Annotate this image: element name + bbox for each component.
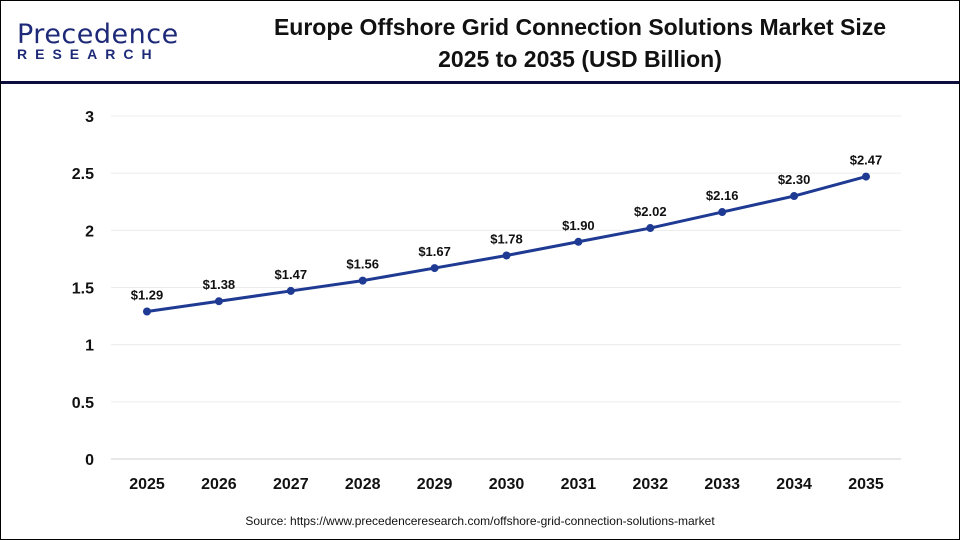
data-label: $1.67 [418, 244, 451, 259]
y-tick-label: 1.5 [72, 281, 94, 298]
data-label: $1.78 [490, 231, 523, 246]
y-tick-label: 3 [85, 109, 94, 126]
data-label: $1.90 [562, 218, 595, 233]
x-tick-label: 2033 [704, 476, 740, 493]
title-line-1: Europe Offshore Grid Connection Solution… [273, 14, 887, 40]
y-tick-label: 0.5 [72, 395, 94, 412]
x-tick-label: 2026 [201, 476, 237, 493]
data-point [358, 276, 367, 285]
data-point [502, 251, 511, 260]
logo-main-text: Precedence [17, 19, 179, 50]
data-label: $1.56 [346, 257, 379, 272]
data-label: $2.47 [850, 153, 883, 168]
header: Precedence RESEARCH Europe Offshore Grid… [1, 1, 959, 84]
x-tick-label: 2025 [129, 476, 165, 493]
data-point [646, 224, 655, 233]
data-label: $1.29 [131, 288, 164, 303]
data-point [862, 172, 870, 181]
x-tick-label: 2028 [345, 476, 381, 493]
title-line-2: 2025 to 2035 (USD Billion) [438, 46, 722, 72]
data-point [574, 237, 583, 246]
data-label: $2.30 [778, 172, 811, 187]
data-label: $2.16 [706, 188, 739, 203]
y-tick-label: 0 [85, 452, 94, 469]
data-point [718, 208, 727, 217]
data-point [790, 192, 799, 201]
data-point [143, 307, 151, 316]
data-label: $1.38 [203, 277, 236, 292]
x-tick-label: 2031 [561, 476, 597, 493]
data-label: $2.02 [634, 204, 667, 219]
data-point [214, 297, 223, 306]
y-tick-label: 1 [85, 338, 94, 355]
precedence-research-logo: Precedence RESEARCH [17, 19, 179, 62]
data-point [286, 286, 295, 295]
y-tick-label: 2 [85, 223, 94, 240]
data-point [430, 264, 439, 273]
x-tick-label: 2030 [489, 476, 525, 493]
x-tick-label: 2035 [848, 476, 884, 493]
x-tick-label: 2032 [633, 476, 669, 493]
x-tick-label: 2034 [776, 476, 812, 493]
chart-title: Europe Offshore Grid Connection Solution… [201, 11, 959, 75]
x-tick-label: 2029 [417, 476, 453, 493]
source-note: Source: https://www.precedenceresearch.c… [245, 514, 715, 528]
logo-sub-text: RESEARCH [17, 46, 160, 62]
data-label: $1.47 [275, 267, 308, 282]
x-tick-label: 2027 [273, 476, 309, 493]
y-tick-label: 2.5 [72, 166, 94, 183]
